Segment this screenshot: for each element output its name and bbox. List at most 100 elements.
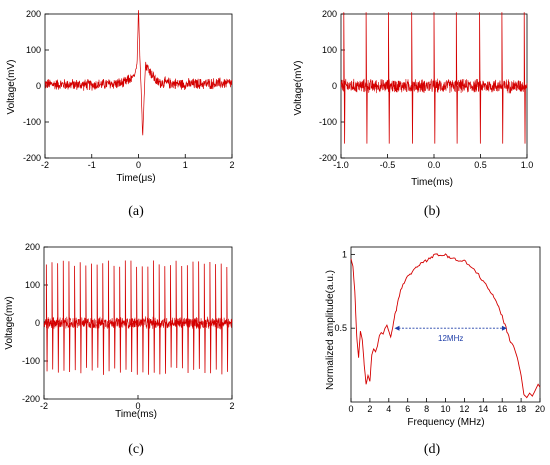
pulse-spike-c xyxy=(192,261,195,370)
x-tick-label-b: 0.0 xyxy=(428,160,441,170)
spectrum-line-d xyxy=(350,253,541,399)
bandwidth-label: 12MHz xyxy=(438,334,463,343)
plot-area-b: -1.0 -0.5 0.0 0.5 1.0 -200 -100 0 100 200 xyxy=(319,9,533,170)
pulse-spike-c xyxy=(124,260,127,370)
pulse-spike-c xyxy=(130,260,133,372)
y-tick-label-b: 0 xyxy=(332,81,337,91)
plot-area-a: -2 -1 0 1 2 -200 -100 0 100 200 xyxy=(23,9,235,170)
y-tick-label-d: 0.5 xyxy=(334,323,347,333)
y-tick-label-c: -100 xyxy=(22,356,40,366)
pulse-spike-c xyxy=(113,265,116,369)
y-tick-label-c: 100 xyxy=(25,280,40,290)
x-axis-label-b: Time(ms) xyxy=(411,177,453,188)
y-axis-label-c: Voltage(mv) xyxy=(4,296,15,349)
x-tick-label-d: 6 xyxy=(405,404,410,414)
y-tick-label-a: 200 xyxy=(26,9,41,19)
plot-area-d: 0 2 4 6 8 10 12 14 16 18 20 0.5 1 12MHz xyxy=(334,246,545,414)
pulse-spike-c xyxy=(158,264,161,375)
pulse-spike-b xyxy=(501,12,504,144)
pulse-spike-c xyxy=(102,263,105,375)
chart-panel-d: 0 2 4 6 8 10 12 14 16 18 20 0.5 1 12MHz Frequency (MH… xyxy=(325,246,545,457)
pulse-spike-c xyxy=(119,266,122,373)
y-tick-label-c: -200 xyxy=(22,394,40,404)
pulse-spike-c xyxy=(220,263,223,375)
y-tick-label-a: -100 xyxy=(23,117,41,127)
pulse-spike-b xyxy=(411,12,414,144)
pulse-spike-c xyxy=(74,265,77,371)
pulse-spike-c xyxy=(186,265,189,374)
x-axis-label-d: Frequency (MHz) xyxy=(407,417,484,428)
pulse-spike-c xyxy=(136,266,139,375)
pulse-spike-c xyxy=(170,265,172,368)
y-axis-label-d: Normalized amplitude(a.u.) xyxy=(325,270,336,390)
chart-panel-c: -2 0 2 -200 -100 0 100 200 Time(ms) Voltage(mv)… xyxy=(4,242,235,457)
y-tick-label-c: 200 xyxy=(25,242,40,252)
pulse-spike-c xyxy=(175,260,178,369)
x-tick-label-d: 0 xyxy=(348,404,353,414)
signal-trace-a xyxy=(44,10,233,136)
pulse-spike-c xyxy=(226,266,229,372)
x-tick-label-d: 18 xyxy=(516,404,526,414)
x-tick-label-b: -0.5 xyxy=(380,160,396,170)
pulse-spike-c xyxy=(209,261,212,374)
x-tick-label-a: -2 xyxy=(41,160,49,170)
x-tick-label-b: -1.0 xyxy=(333,160,349,170)
pulse-spike-c xyxy=(164,266,167,374)
pulse-spike-c xyxy=(96,264,99,368)
x-tick-label-c: 2 xyxy=(229,401,234,411)
pulse-spike-b xyxy=(455,12,458,144)
pulse-spike-c xyxy=(57,263,60,373)
pulse-spike-b xyxy=(388,12,391,144)
pulse-spike-b xyxy=(433,12,436,144)
y-tick-label-b: -200 xyxy=(319,153,337,163)
y-axis-label-a: Voltage(mV) xyxy=(6,59,17,114)
y-tick-label-b: -100 xyxy=(319,117,337,127)
pulse-spike-c xyxy=(91,263,93,371)
plot-area-c: -2 0 2 -200 -100 0 100 200 xyxy=(22,242,235,411)
x-axis-label-c: Time(ms) xyxy=(115,409,157,420)
x-tick-label-a: 0 xyxy=(136,160,141,170)
noise-trace-b xyxy=(340,78,528,95)
pulse-spike-c xyxy=(198,261,201,369)
y-tick-label-c: 0 xyxy=(35,318,40,328)
y-tick-label-a: -200 xyxy=(23,153,41,163)
pulse-spike-b xyxy=(365,12,368,144)
pulse-spike-c xyxy=(147,266,150,375)
pulse-spike-c xyxy=(107,260,110,372)
pulse-spike-b xyxy=(343,12,346,144)
x-axis-label-a: Time(μs) xyxy=(116,173,155,184)
pulse-spike-c xyxy=(45,264,48,372)
y-tick-label-d: 1 xyxy=(342,249,347,259)
pulse-spike-c xyxy=(79,262,82,374)
pulse-spike-c xyxy=(215,264,218,370)
x-tick-label-c: -2 xyxy=(40,401,48,411)
x-tick-label-c: 0 xyxy=(135,401,140,411)
pulse-spike-b xyxy=(523,12,526,144)
x-tick-label-d: 10 xyxy=(440,404,450,414)
y-tick-label-a: 100 xyxy=(26,45,41,55)
y-axis-label-b: Voltage(mV) xyxy=(293,60,304,115)
x-tick-label-d: 4 xyxy=(386,404,391,414)
pulse-spike-c xyxy=(68,261,71,372)
x-tick-label-d: 20 xyxy=(535,404,545,414)
pulse-spike-b xyxy=(479,12,482,144)
pulse-spike-c xyxy=(51,262,54,370)
panel-label-b: (b) xyxy=(424,204,441,219)
panel-label-a: (a) xyxy=(128,204,144,219)
pulse-spike-c xyxy=(153,260,156,373)
x-tick-label-b: 0.5 xyxy=(474,160,487,170)
x-tick-label-a: 2 xyxy=(229,160,234,170)
x-tick-label-d: 14 xyxy=(478,404,488,414)
x-tick-label-b: 1.0 xyxy=(521,160,534,170)
y-tick-label-a: 0 xyxy=(36,81,41,91)
pulse-spike-c xyxy=(141,266,144,373)
x-tick-label-d: 16 xyxy=(497,404,507,414)
pulse-spike-c xyxy=(85,265,88,368)
chart-panel-a: -2 -1 0 1 2 -200 -100 0 100 200 Time(μs) Voltage(… xyxy=(6,9,235,219)
panel-label-d: (d) xyxy=(424,442,441,457)
x-tick-label-a: 1 xyxy=(183,160,188,170)
pulse-spike-c xyxy=(181,265,184,369)
panel-label-c: (c) xyxy=(128,442,144,457)
plot-frame-d xyxy=(350,246,541,403)
